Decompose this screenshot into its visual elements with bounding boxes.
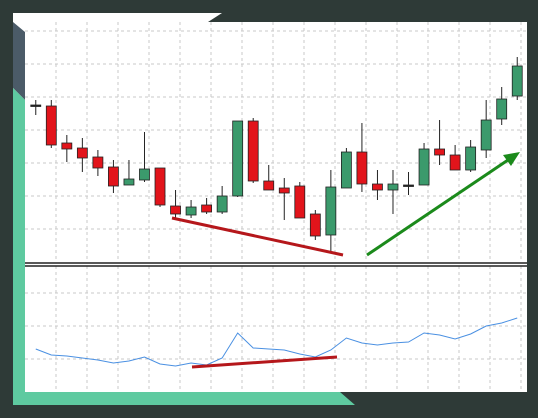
candle-body (465, 146, 477, 171)
candle-body (480, 119, 492, 151)
trend-arrow (366, 158, 509, 257)
candle-body (247, 120, 259, 182)
marks (30, 57, 523, 367)
candle-body (263, 180, 275, 191)
candle-body (92, 156, 104, 169)
candle-body (139, 168, 150, 181)
candle-body (511, 65, 523, 97)
candle-body (216, 195, 228, 213)
candle-body (449, 154, 461, 171)
candle-body (418, 148, 430, 186)
grid (25, 22, 527, 392)
candle-body (372, 183, 383, 191)
trend-line (171, 216, 344, 257)
candle-body (434, 148, 445, 156)
candle-body (76, 147, 88, 159)
candle-body (45, 105, 57, 146)
candle-body (309, 213, 321, 237)
candle-body (496, 98, 508, 120)
candle-body (154, 167, 166, 206)
candle-body (170, 205, 181, 215)
candle-body (403, 184, 414, 187)
candle-body (232, 120, 244, 197)
candle-body (356, 151, 368, 185)
candle-body (61, 142, 73, 150)
candle-body (325, 186, 337, 236)
frame-slate (13, 22, 25, 100)
candle-body (123, 178, 135, 186)
candle-body (30, 104, 42, 107)
candle-body (201, 204, 213, 213)
arrow-head (503, 152, 520, 166)
candle-body (278, 187, 290, 194)
candle-body (387, 183, 399, 191)
plot-area (25, 22, 527, 392)
trend-line (191, 355, 338, 369)
candle-body (294, 185, 306, 219)
candle-body (340, 151, 352, 189)
candle-body (185, 206, 197, 216)
candle-body (108, 166, 119, 187)
indicator-line (35, 317, 518, 367)
